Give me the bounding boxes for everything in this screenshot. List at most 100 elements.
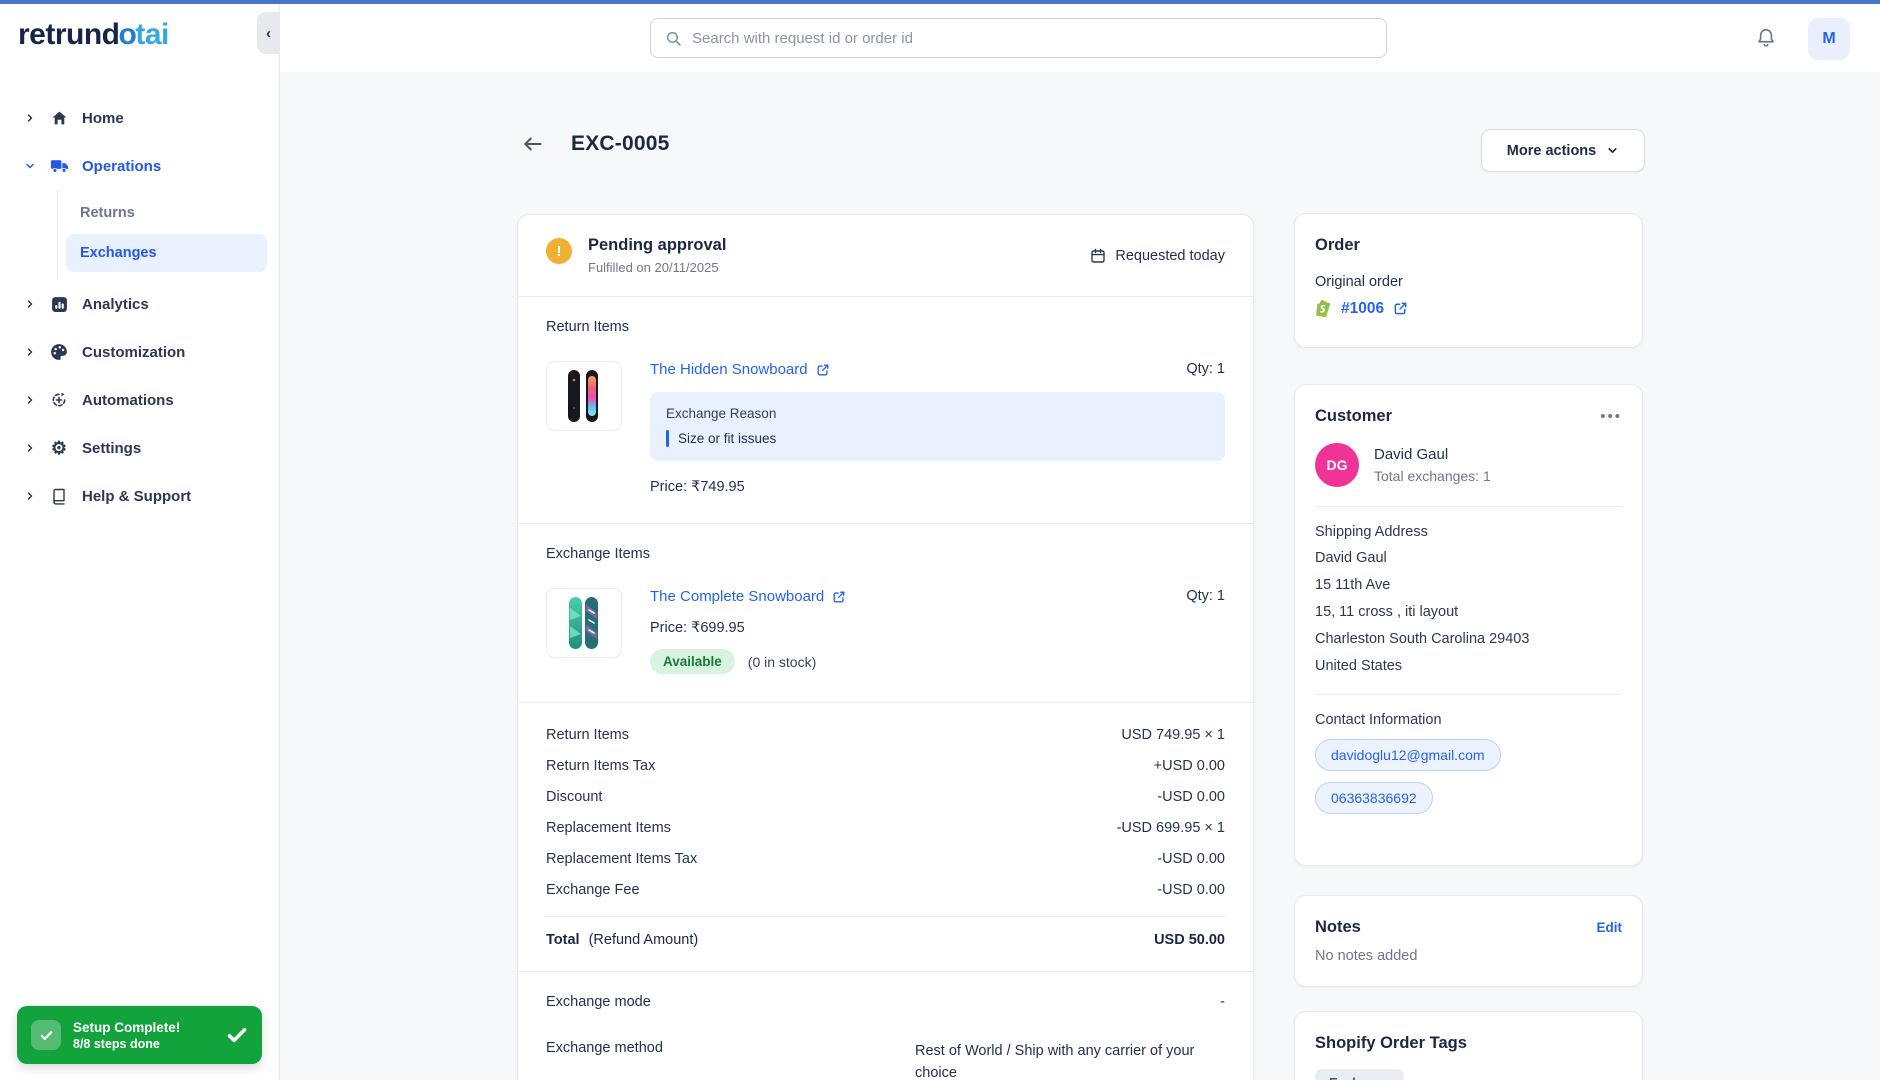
sidebar-item-settings[interactable]: ⚙ Settings xyxy=(0,424,279,472)
check-square-icon xyxy=(31,1020,61,1050)
palette-icon xyxy=(48,343,70,361)
main-content: EXC-0005 More actions ! Pending approval… xyxy=(281,72,1880,1080)
divider xyxy=(1315,694,1622,695)
notes-card-title: Notes xyxy=(1315,918,1361,936)
summary-row: Replacement Items Tax -USD 0.00 xyxy=(546,843,1225,874)
sidebar-item-analytics[interactable]: Analytics xyxy=(0,280,279,328)
check-icon xyxy=(226,1024,248,1046)
automations-icon xyxy=(48,391,70,409)
sidebar-item-label: Exchanges xyxy=(80,245,157,261)
customer-card: Customer ••• DG David Gaul Total exchang… xyxy=(1294,384,1643,866)
notes-empty-text: No notes added xyxy=(1315,948,1418,964)
sidebar-item-label: Settings xyxy=(82,439,142,457)
shipping-address-label: Shipping Address xyxy=(1315,524,1428,540)
product-image-hidden-snowboard xyxy=(546,361,622,431)
total-sublabel: (Refund Amount) xyxy=(588,932,699,948)
search-input[interactable]: Search with request id or order id xyxy=(650,18,1387,58)
more-options-icon[interactable]: ••• xyxy=(1600,408,1622,425)
summary-label: Discount xyxy=(546,788,603,805)
sidebar-item-customization[interactable]: Customization xyxy=(0,328,279,376)
user-avatar[interactable]: M xyxy=(1808,18,1850,60)
order-card: Order Original order #1006 xyxy=(1294,213,1643,348)
address-line: 15, 11 cross , iti layout xyxy=(1315,604,1459,620)
requested-date: Requested today xyxy=(1090,248,1225,264)
notifications-bell-icon[interactable] xyxy=(1752,24,1780,52)
sidebar-item-help-support[interactable]: Help & Support xyxy=(0,472,279,520)
exchange-items-title: Exchange Items xyxy=(546,546,650,562)
exchange-method-row: Exchange method Rest of World / Ship wit… xyxy=(546,1040,1225,1080)
sidebar-collapse-button[interactable]: ‹ xyxy=(257,12,280,54)
customer-total-exchanges: Total exchanges: 1 xyxy=(1374,468,1491,484)
edit-notes-link[interactable]: Edit xyxy=(1596,920,1623,935)
status-section: ! Pending approval Fulfilled on 20/11/20… xyxy=(518,215,1253,296)
user-avatar-initial: M xyxy=(1822,30,1836,47)
chevron-right-icon xyxy=(24,490,36,502)
chevron-right-icon xyxy=(24,346,36,358)
summary-value: +USD 0.00 xyxy=(1153,757,1225,774)
customer-phone-pill[interactable]: 06363836692 xyxy=(1315,782,1433,814)
setup-banner-text: Setup Complete! 8/8 steps done xyxy=(73,1020,214,1051)
search-icon xyxy=(665,30,682,47)
customer-avatar: DG xyxy=(1315,443,1359,487)
sidebar-item-home[interactable]: Home xyxy=(0,94,279,142)
setup-banner-title: Setup Complete! xyxy=(73,1019,181,1035)
sidebar-item-label: Analytics xyxy=(82,295,149,313)
product-image-complete-snowboard xyxy=(546,588,622,658)
chevron-right-icon xyxy=(24,112,36,124)
gear-icon: ⚙ xyxy=(50,438,68,458)
exchange-price: Price: ₹699.95 xyxy=(650,620,745,636)
order-tag: Exchange xyxy=(1315,1069,1405,1080)
sidebar-item-label: Operations xyxy=(82,157,162,175)
warning-icon: ! xyxy=(546,238,572,264)
exchange-reason-value: Size or fit issues xyxy=(678,431,777,446)
sidebar-item-automations[interactable]: Automations xyxy=(0,376,279,424)
product-link[interactable]: The Hidden Snowboard xyxy=(650,361,830,378)
exchange-details-section: Exchange mode - Exchange method Rest of … xyxy=(518,971,1253,1080)
tags-card-title: Shopify Order Tags xyxy=(1315,1034,1467,1052)
brand-logo[interactable]: retrund o tai xyxy=(0,4,279,52)
availability-badge: Available xyxy=(650,649,735,674)
reason-accent-bar xyxy=(666,430,669,447)
summary-value: -USD 0.00 xyxy=(1157,850,1225,867)
stock-note: (0 in stock) xyxy=(747,653,817,670)
chevron-right-icon xyxy=(24,298,36,310)
right-column: Order Original order #1006 Customer ••• … xyxy=(1294,213,1643,1080)
sidebar-nav: Home Operations Returns Exchanges Analyt… xyxy=(0,94,279,520)
collapse-chevron-icon: ‹ xyxy=(266,24,271,42)
summary-label: Exchange Fee xyxy=(546,881,640,898)
setup-complete-banner[interactable]: Setup Complete! 8/8 steps done xyxy=(17,1006,262,1064)
address-line: United States xyxy=(1315,658,1403,674)
warning-glyph: ! xyxy=(556,242,562,260)
top-header: Search with request id or order id M xyxy=(0,4,1880,72)
exchange-detail-card: ! Pending approval Fulfilled on 20/11/20… xyxy=(517,214,1254,1080)
more-actions-label: More actions xyxy=(1506,142,1597,159)
divider xyxy=(1315,506,1622,507)
summary-row: Discount -USD 0.00 xyxy=(546,781,1225,812)
sidebar-item-label: Home xyxy=(82,109,124,127)
summary-row: Return Items Tax +USD 0.00 xyxy=(546,750,1225,781)
total-label: Total xyxy=(546,932,580,948)
external-link-icon[interactable] xyxy=(1393,301,1408,316)
address-line: Charleston South Carolina 29403 xyxy=(1315,631,1530,647)
sidebar-item-returns[interactable]: Returns xyxy=(66,194,267,232)
total-row: Total (Refund Amount) USD 50.00 xyxy=(546,923,1225,957)
order-number-link[interactable]: #1006 xyxy=(1341,299,1385,317)
exchange-mode-value: - xyxy=(1220,994,1225,1010)
analytics-icon xyxy=(48,296,70,313)
summary-value: -USD 0.00 xyxy=(1157,788,1225,805)
back-arrow-icon[interactable] xyxy=(521,132,545,156)
brand-logo-loop: o xyxy=(118,18,137,51)
customer-initials: DG xyxy=(1326,457,1348,473)
sidebar-item-exchanges[interactable]: Exchanges xyxy=(66,234,267,272)
sidebar-item-label: Help & Support xyxy=(82,487,192,505)
book-icon xyxy=(48,488,70,505)
shopify-icon xyxy=(1316,300,1331,318)
summary-section: Return Items USD 749.95 × 1 Return Items… xyxy=(518,702,1253,971)
product-link[interactable]: The Complete Snowboard xyxy=(650,588,846,605)
home-icon xyxy=(48,110,70,127)
customer-email-pill[interactable]: davidoglu12@gmail.com xyxy=(1315,739,1501,771)
return-item-row: The Hidden Snowboard Qty: 1 Exchange Rea… xyxy=(546,361,1225,495)
status-title: Pending approval xyxy=(588,236,727,254)
sidebar-item-operations[interactable]: Operations xyxy=(0,142,279,190)
more-actions-button[interactable]: More actions xyxy=(1481,129,1645,172)
